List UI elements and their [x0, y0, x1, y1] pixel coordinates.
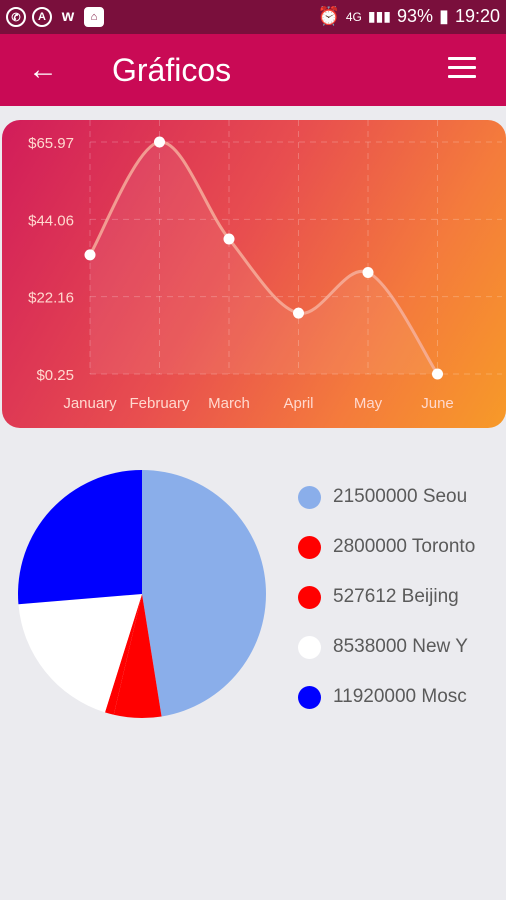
app-icon: ⌂ — [84, 7, 104, 27]
data-point[interactable] — [84, 249, 96, 261]
legend-item[interactable]: 2800000 Toronto — [298, 522, 483, 572]
pie-slice[interactable] — [113, 594, 162, 718]
x-tick-label: February — [129, 395, 190, 412]
pie-legend: 21500000 Seou 2800000 Toronto 527612 Beiji… — [298, 472, 483, 722]
line-chart: $65.97 $44.06 $22.16 $0.25 January February Ma… — [28, 120, 502, 412]
pie-slice[interactable] — [18, 594, 143, 713]
data-point[interactable] — [154, 136, 165, 148]
status-bar: ✆ A w ⌂ ⏰ 4G ▮▮▮ 93% ▮ 19:20 — [0, 0, 506, 34]
legend-color-dot — [298, 635, 321, 659]
network-indicator: 4G — [345, 9, 362, 24]
clock: 19:20 — [454, 6, 500, 26]
data-point[interactable] — [432, 368, 443, 380]
back-button[interactable]: ← — [28, 52, 58, 88]
data-point[interactable] — [223, 233, 235, 245]
y-tick-label: $65.97 — [28, 135, 74, 152]
line-chart-card: $65.97 $44.06 $22.16 $0.25 January February Ma… — [2, 120, 506, 428]
legend-item[interactable]: 11920000 Mosc — [298, 672, 483, 722]
alarm-icon: ⏰ — [317, 6, 340, 26]
pie-slice[interactable] — [142, 470, 266, 717]
legend-label: 2800000 Toronto — [333, 536, 476, 557]
signal-icon: ▮▮▮ — [367, 8, 392, 24]
legend-color-dot — [298, 535, 321, 559]
legend-item[interactable]: 21500000 Seou — [298, 472, 483, 522]
x-tick-label: June — [421, 395, 454, 412]
whatsapp-icon: ✆ — [6, 7, 26, 27]
legend-label: 11920000 Mosc — [333, 686, 467, 707]
a-icon: A — [32, 7, 52, 27]
pie-chart — [18, 470, 266, 718]
pie-slice[interactable] — [18, 470, 142, 605]
legend-label: 21500000 Seou — [333, 486, 468, 507]
legend-item[interactable]: 8538000 New Y — [298, 622, 483, 672]
pie-slice[interactable] — [104, 594, 142, 715]
legend-label: 527612 Beijing — [333, 586, 459, 607]
data-point[interactable] — [293, 307, 304, 319]
x-tick-label: April — [283, 395, 313, 412]
line-area — [90, 141, 438, 374]
battery-level: 93% — [397, 6, 434, 26]
w-icon: w — [61, 8, 75, 25]
arrow-left-icon: ← — [28, 53, 58, 86]
x-tick-label: January — [63, 395, 117, 412]
y-tick-label: $44.06 — [28, 212, 74, 229]
x-tick-label: March — [208, 395, 250, 412]
x-tick-label: May — [354, 395, 383, 412]
page-title: Gráficos — [112, 52, 232, 88]
data-point[interactable] — [362, 267, 374, 279]
legend-item[interactable]: 527612 Beijing — [298, 572, 483, 622]
y-tick-label: $0.25 — [36, 367, 74, 384]
legend-color-dot — [298, 485, 321, 509]
series-line — [88, 140, 439, 375]
y-tick-label: $22.16 — [28, 290, 74, 307]
legend-color-dot — [298, 685, 321, 709]
legend-label: 8538000 New Y — [333, 636, 468, 657]
legend-color-dot — [298, 585, 321, 609]
battery-icon: ▮ — [439, 6, 449, 26]
app-bar: ← Gráficos — [0, 34, 506, 106]
menu-button[interactable] — [448, 57, 476, 81]
